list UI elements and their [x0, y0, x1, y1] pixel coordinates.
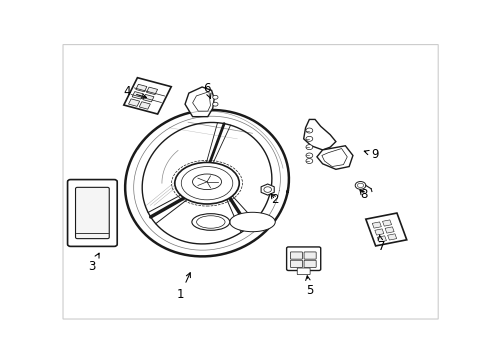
FancyBboxPatch shape — [75, 187, 109, 239]
Polygon shape — [384, 227, 393, 233]
Polygon shape — [132, 91, 143, 99]
Polygon shape — [382, 220, 391, 226]
FancyBboxPatch shape — [304, 252, 316, 259]
Circle shape — [264, 187, 271, 192]
Polygon shape — [136, 84, 146, 92]
Polygon shape — [139, 102, 150, 109]
Text: 3: 3 — [88, 253, 99, 273]
Polygon shape — [321, 149, 346, 167]
Text: 9: 9 — [364, 148, 378, 161]
Polygon shape — [387, 234, 396, 240]
Circle shape — [305, 145, 312, 150]
Polygon shape — [377, 236, 386, 242]
Text: 5: 5 — [305, 276, 312, 297]
Circle shape — [354, 181, 365, 189]
Ellipse shape — [175, 162, 239, 204]
Polygon shape — [316, 146, 352, 169]
Polygon shape — [303, 120, 335, 150]
Polygon shape — [146, 87, 157, 95]
Circle shape — [305, 128, 312, 133]
Polygon shape — [128, 99, 140, 106]
Circle shape — [357, 183, 363, 188]
Circle shape — [305, 153, 312, 158]
Polygon shape — [365, 213, 406, 246]
Text: 6: 6 — [203, 82, 210, 98]
FancyBboxPatch shape — [304, 260, 316, 267]
Text: 8: 8 — [359, 188, 366, 201]
Polygon shape — [374, 229, 383, 235]
Polygon shape — [123, 78, 171, 114]
Text: 7: 7 — [377, 235, 385, 253]
FancyBboxPatch shape — [290, 260, 302, 267]
Polygon shape — [192, 92, 210, 111]
Polygon shape — [184, 87, 214, 117]
FancyBboxPatch shape — [290, 252, 302, 259]
Polygon shape — [371, 222, 381, 228]
Polygon shape — [261, 184, 274, 195]
Circle shape — [212, 95, 218, 99]
Text: 2: 2 — [270, 193, 279, 206]
Ellipse shape — [191, 214, 229, 230]
FancyBboxPatch shape — [297, 268, 309, 275]
Text: 4: 4 — [123, 85, 146, 98]
FancyBboxPatch shape — [286, 247, 320, 270]
Ellipse shape — [229, 212, 275, 232]
FancyBboxPatch shape — [67, 180, 117, 246]
Text: 1: 1 — [176, 273, 190, 301]
Circle shape — [305, 158, 312, 163]
Circle shape — [305, 136, 312, 141]
Polygon shape — [142, 94, 154, 102]
Circle shape — [212, 102, 218, 106]
